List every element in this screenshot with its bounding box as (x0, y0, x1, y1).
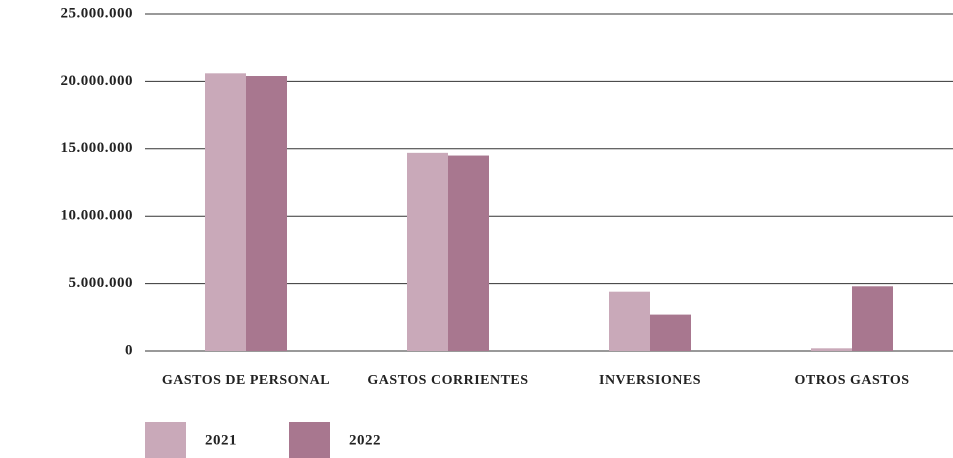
bar (609, 291, 650, 351)
bar (246, 76, 287, 352)
x-tick-label: OTROS GASTOS (794, 373, 909, 388)
y-tick-label: 0 (125, 342, 133, 358)
y-tick-label: 15.000.000 (61, 140, 134, 156)
bar (650, 314, 691, 351)
bar (852, 286, 893, 351)
y-tick-label: 20.000.000 (61, 73, 134, 89)
x-tick-label: GASTOS DE PERSONAL (162, 373, 330, 388)
legend-label: 2022 (349, 432, 381, 448)
bar (811, 348, 852, 351)
y-tick-label: 25.000.000 (61, 5, 134, 21)
x-tick-label: INVERSIONES (599, 373, 701, 388)
legend-swatch (289, 422, 330, 458)
legend-label: 2021 (205, 432, 237, 448)
y-tick-label: 5.000.000 (69, 275, 134, 291)
x-tick-label: GASTOS CORRIENTES (367, 373, 528, 388)
y-tick-label: 10.000.000 (61, 208, 134, 224)
bar (205, 73, 246, 351)
legend-swatch (145, 422, 186, 458)
bar (407, 152, 448, 351)
bar (448, 155, 489, 351)
